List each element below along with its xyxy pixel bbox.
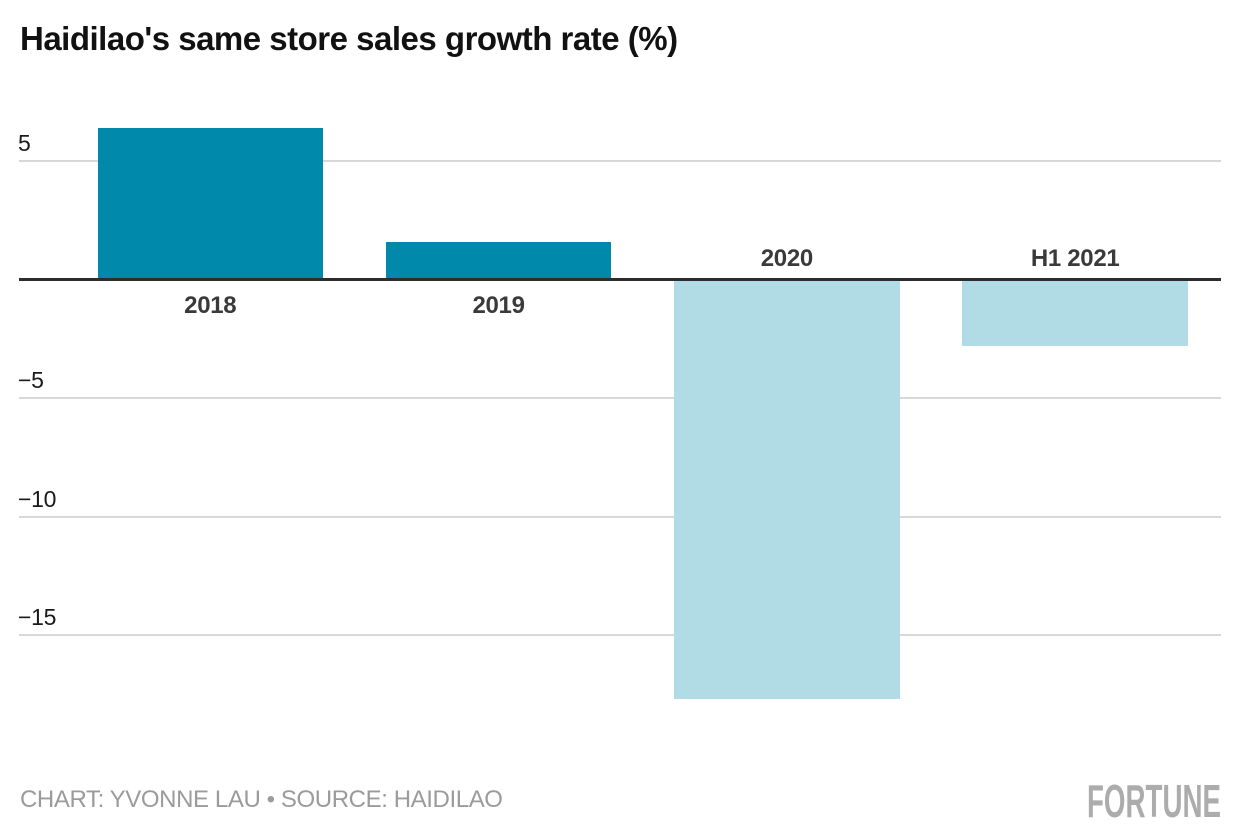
bar-2019 [385,241,612,280]
y-tick-label: −15 [18,604,57,631]
x-label-h1-2021: H1 2021 [1030,245,1120,272]
gridline-neg15 [19,634,1221,637]
fortune-logo-text: FORTUNE [1087,783,1221,825]
x-label-2018: 2018 [184,291,237,319]
fortune-logo: FORTUNE [1087,783,1221,825]
y-tick-label: −5 [18,367,44,394]
y-tick-label: 5 [18,129,31,156]
y-tick-label: −10 [18,485,57,512]
bar-h1-2021 [962,279,1188,346]
chart-title: Haidilao's same store sales growth rate … [20,20,678,57]
x-axis-line [19,278,1221,281]
gridline-neg10 [19,515,1221,518]
x-label-2019: 2019 [472,291,525,319]
x-label-2020: 2020 [760,245,814,272]
bar-2018 [97,127,323,280]
gridline-neg5 [19,397,1221,400]
bar-2020 [674,279,900,700]
gridline-5 [19,159,1221,162]
chart-credit: CHART: YVONNE LAU • SOURCE: HAIDILAO [20,786,503,813]
